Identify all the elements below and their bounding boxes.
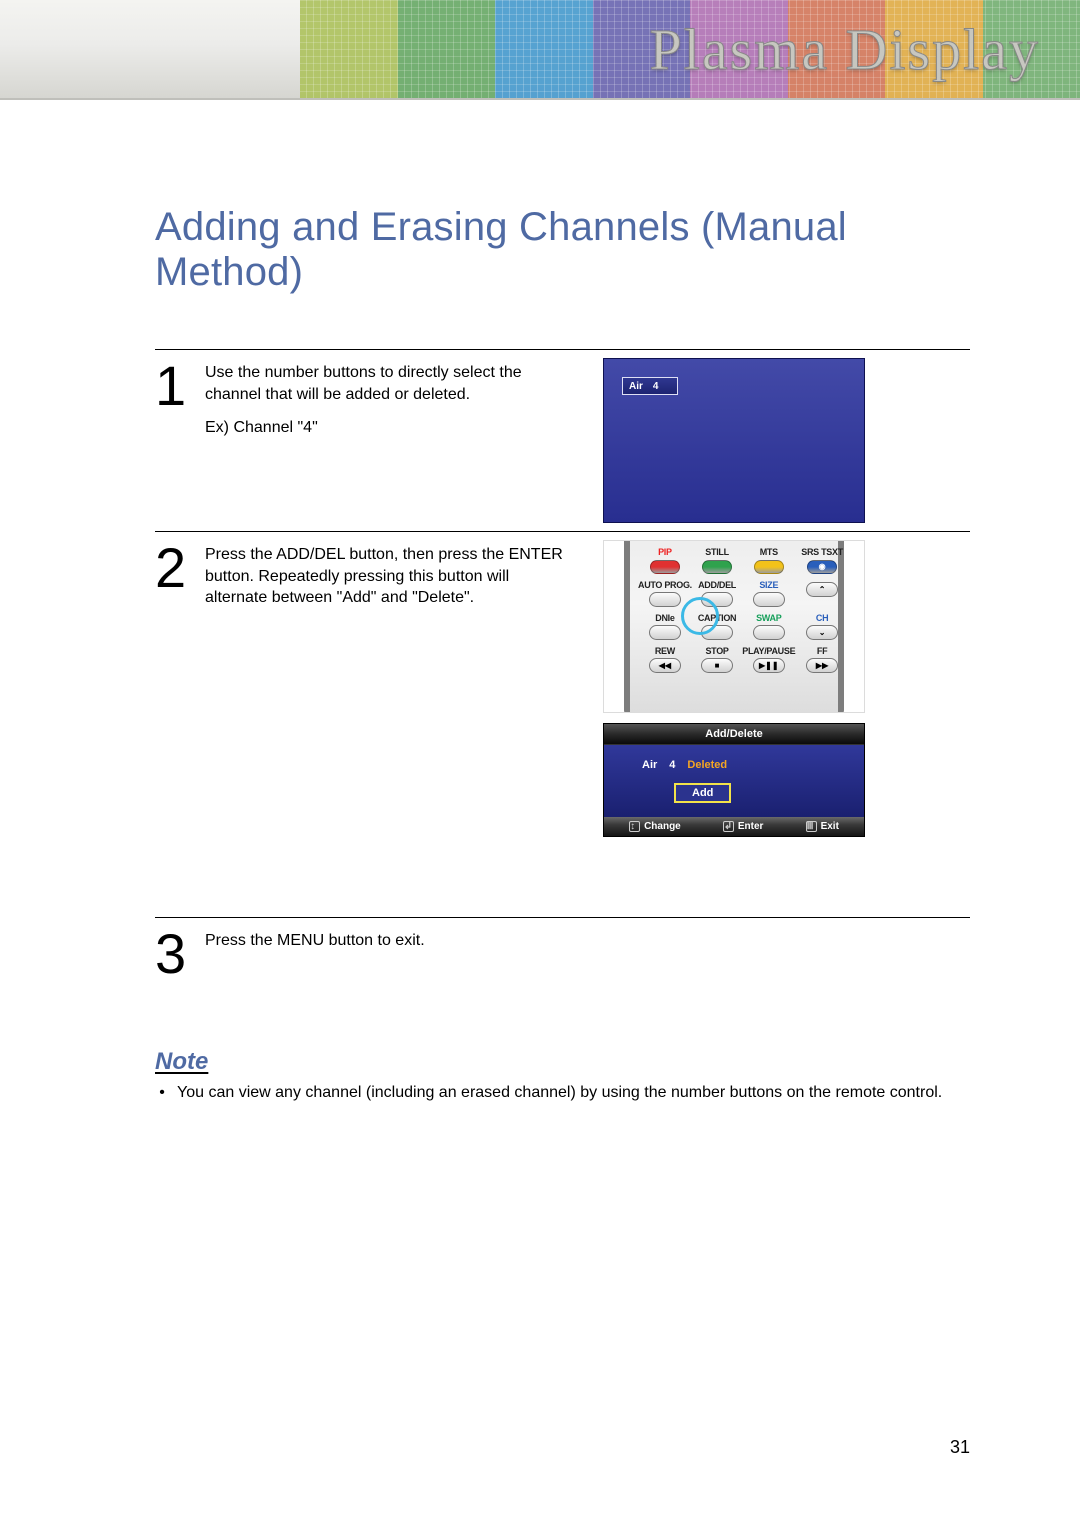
header-banner: Plasma Display — [0, 0, 1080, 100]
remote-btn-ch: ⌃ — [801, 580, 843, 607]
step-1-text-b: Ex) Channel "4" — [205, 417, 575, 439]
osd-status: Deleted — [687, 759, 727, 771]
step-2-text: Press the ADD/DEL button, then press the… — [205, 544, 575, 609]
note-text: You can view any channel (including an e… — [177, 1082, 942, 1104]
remote-btn-auto-prog-: AUTO PROG. — [638, 580, 692, 607]
osd-footer-change: ↕Change — [629, 821, 681, 832]
step-3-text: Press the MENU button to exit. — [205, 930, 425, 952]
osd-footer-enter: ↲Enter — [723, 821, 764, 832]
channel-source: Air — [629, 381, 643, 392]
channel-chip: Air 4 — [622, 377, 678, 395]
exit-icon: Ⅲ — [806, 821, 817, 832]
osd-title: Add/Delete — [604, 724, 864, 745]
osd-add-button[interactable]: Add — [674, 783, 731, 803]
channel-number: 4 — [653, 381, 659, 392]
remote-btn-still: STILL — [698, 547, 736, 574]
remote-btn-rew: REW◀◀ — [638, 646, 692, 673]
banner-title: Plasma Display — [650, 0, 1040, 98]
osd-panel: Add/Delete Air 4 Deleted Add ↕Change ↲Ent… — [603, 723, 865, 837]
step-2: 2 Press the ADD/DEL button, then press t… — [155, 531, 970, 917]
change-icon: ↕ — [629, 821, 640, 832]
remote-btn-pip: PIP — [638, 547, 692, 574]
remote-btn-play-pause: PLAY/PAUSE▶❚❚ — [742, 646, 795, 673]
remote-btn-srs-tsxt: SRS TSXT◉ — [801, 547, 843, 574]
remote-btn-dnie: DNIe — [638, 613, 692, 640]
remote-btn-add-del: ADD/DEL — [698, 580, 736, 607]
remote-btn-size: SIZE — [742, 580, 795, 607]
step-3-number: 3 — [155, 926, 189, 982]
osd-source: Air — [642, 759, 657, 771]
step-1-number: 1 — [155, 358, 189, 414]
osd-footer-exit: ⅢExit — [806, 821, 839, 832]
note-heading: Note — [155, 1048, 970, 1076]
step-1-text-a: Use the number buttons to directly selec… — [205, 362, 575, 405]
step-2-number: 2 — [155, 540, 189, 596]
remote-btn-mts: MTS — [742, 547, 795, 574]
remote-btn-swap: SWAP — [742, 613, 795, 640]
step-1: 1 Use the number buttons to directly sel… — [155, 349, 970, 531]
remote-btn-stop: STOP■ — [698, 646, 736, 673]
page-number: 31 — [950, 1437, 970, 1458]
remote-illustration: PIPSTILLMTSSRS TSXT◉ AUTO PROG.ADD/DELSIZ… — [603, 540, 865, 713]
note-section: Note • You can view any channel (includi… — [155, 1048, 970, 1104]
tv-screen-mock: Air 4 — [603, 358, 865, 523]
osd-footer: ↕Change ↲Enter ⅢExit — [604, 817, 864, 836]
osd-channel: 4 — [669, 759, 675, 771]
page-title: Adding and Erasing Channels (Manual Meth… — [155, 205, 970, 295]
enter-icon: ↲ — [723, 821, 734, 832]
remote-btn-ff: FF▶▶ — [801, 646, 843, 673]
remote-btn-ch: CH⌄ — [801, 613, 843, 640]
remote-btn-caption: CAPTION — [698, 613, 736, 640]
step-3: 3 Press the MENU button to exit. — [155, 917, 970, 1050]
bullet-icon: • — [155, 1082, 169, 1104]
